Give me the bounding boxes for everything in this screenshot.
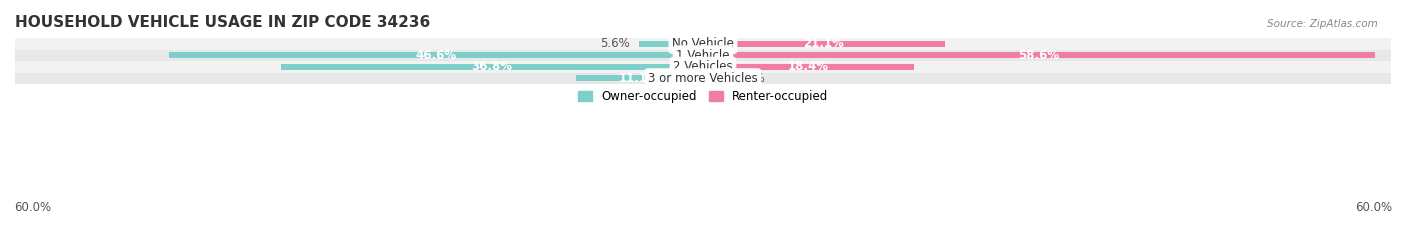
Text: No Vehicle: No Vehicle bbox=[672, 37, 734, 50]
Bar bbox=[15, 72, 1391, 84]
Text: 18.4%: 18.4% bbox=[787, 60, 830, 73]
Bar bbox=[703, 52, 1375, 58]
Text: 2.0%: 2.0% bbox=[735, 72, 765, 85]
Legend: Owner-occupied, Renter-occupied: Owner-occupied, Renter-occupied bbox=[572, 86, 834, 108]
Bar bbox=[15, 61, 1391, 72]
Text: 21.1%: 21.1% bbox=[804, 37, 845, 50]
Text: HOUSEHOLD VEHICLE USAGE IN ZIP CODE 34236: HOUSEHOLD VEHICLE USAGE IN ZIP CODE 3423… bbox=[15, 15, 430, 30]
Text: 11.1%: 11.1% bbox=[619, 72, 659, 85]
Text: 46.6%: 46.6% bbox=[415, 49, 457, 62]
Bar bbox=[15, 38, 1391, 50]
Text: 2 Vehicles: 2 Vehicles bbox=[673, 60, 733, 73]
Text: 1 Vehicle: 1 Vehicle bbox=[676, 49, 730, 62]
Bar bbox=[703, 75, 725, 81]
Text: 3 or more Vehicles: 3 or more Vehicles bbox=[648, 72, 758, 85]
Text: Source: ZipAtlas.com: Source: ZipAtlas.com bbox=[1267, 19, 1378, 29]
Bar bbox=[638, 41, 703, 47]
Text: 60.0%: 60.0% bbox=[1355, 201, 1392, 214]
Bar bbox=[703, 64, 914, 70]
Bar bbox=[15, 50, 1391, 61]
Text: 58.6%: 58.6% bbox=[1018, 49, 1060, 62]
Text: 5.6%: 5.6% bbox=[600, 37, 630, 50]
Text: 60.0%: 60.0% bbox=[14, 201, 51, 214]
Bar bbox=[575, 75, 703, 81]
Text: 36.8%: 36.8% bbox=[471, 60, 513, 73]
Bar bbox=[169, 52, 703, 58]
Bar bbox=[703, 41, 945, 47]
Bar bbox=[281, 64, 703, 70]
